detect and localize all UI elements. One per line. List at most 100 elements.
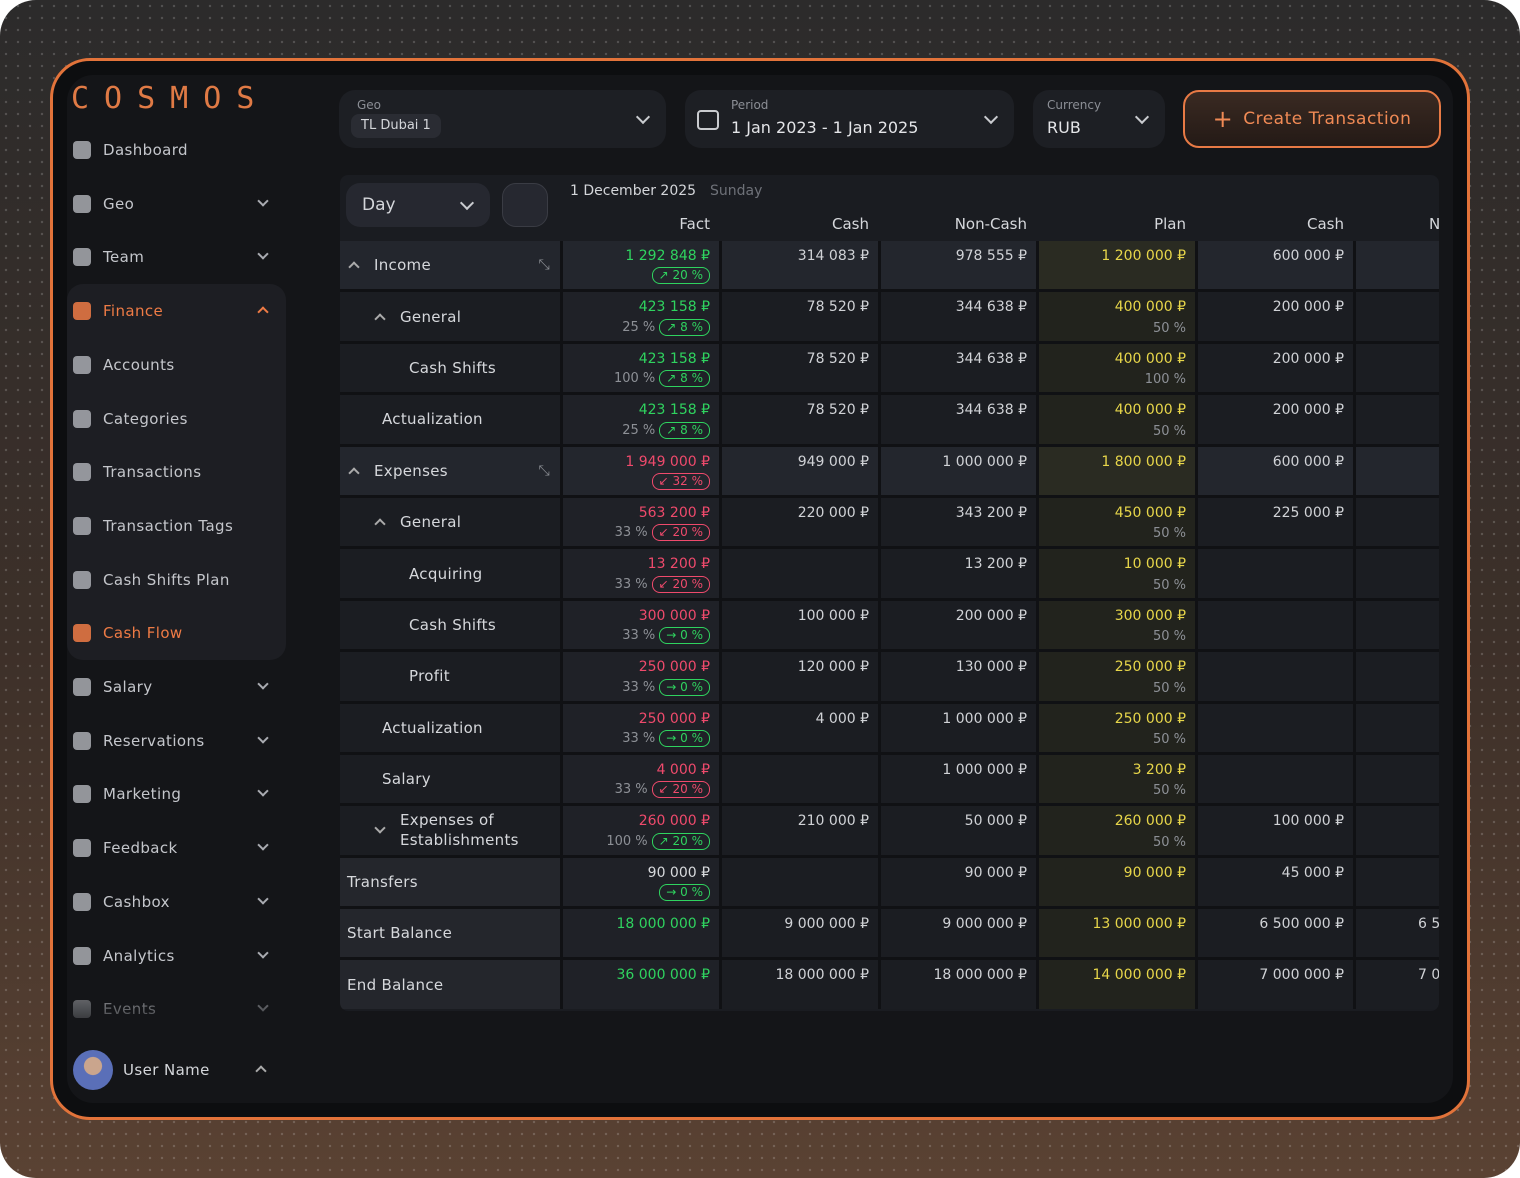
nav-item[interactable]: Salary: [73, 667, 273, 707]
currency-select[interactable]: Currency RUB: [1033, 90, 1165, 148]
collapse-icon[interactable]: ⤡: [538, 257, 550, 274]
value: 100 000 ₽: [1272, 813, 1344, 830]
label-text: Cash Shifts: [409, 615, 496, 634]
filter-button[interactable]: [502, 183, 548, 227]
view-select[interactable]: Day: [346, 183, 490, 227]
value: 6 500 000 ₽: [1259, 916, 1344, 933]
nav-subitem[interactable]: Accounts: [73, 345, 273, 385]
nav-item[interactable]: Team: [73, 237, 273, 277]
plan-cash-cell: 7 000 000 ₽: [1198, 960, 1353, 1009]
delta-pill: ↙ 20 %: [651, 575, 710, 593]
row-label: Transfers: [340, 857, 560, 907]
delta-pill: → 0 %: [659, 678, 710, 696]
non-cash-cell: 978 555 ₽: [881, 241, 1036, 290]
sidebar: Dashboard Geo Team Finance Accounts Categorie…: [67, 75, 297, 1035]
fact-value: 250 000 ₽: [638, 710, 710, 727]
nav-item[interactable]: Reservations: [73, 721, 273, 761]
plan-cash-cell: [1198, 652, 1353, 701]
row-label: Cash Shifts: [340, 343, 560, 393]
plan-cash-cell: 600 000 ₽: [1198, 241, 1353, 290]
next-cell: [1356, 343, 1439, 393]
toggle-chevron[interactable]: [348, 467, 360, 479]
fact-sub: 33 % → 0 %: [622, 729, 710, 747]
nav-item[interactable]: Marketing: [73, 774, 273, 814]
nav-item[interactable]: Analytics: [73, 936, 273, 976]
column-header: Cash: [1307, 215, 1344, 233]
next-cell: [1356, 241, 1439, 290]
non-cash-cell: 18 000 000 ₽: [881, 960, 1036, 1009]
fact-cell: 250 000 ₽33 % → 0 %: [563, 652, 719, 701]
create-transaction-button[interactable]: + Create Transaction: [1183, 90, 1441, 148]
non-cash-cell: 1 000 000 ₽: [881, 446, 1036, 495]
nav-subitem[interactable]: Cash Flow: [73, 613, 273, 653]
non-cash-cell: 9 000 000 ₽: [881, 909, 1036, 958]
plan-sub: 50 %: [1153, 578, 1186, 593]
period-label: Period: [731, 98, 769, 112]
plan-cell: 14 000 000 ₽: [1039, 960, 1195, 1009]
chevron: [1134, 109, 1150, 125]
toggle-chevron[interactable]: [348, 261, 360, 273]
fact-cell: 1 292 848 ₽ ↗ 20 %: [563, 241, 719, 290]
share: 50 %: [1152, 320, 1186, 336]
nav-subitem[interactable]: Cash Shifts Plan: [73, 560, 273, 600]
delta: 32 %: [672, 473, 704, 488]
period-select[interactable]: Period 1 Jan 2023 - 1 Jan 2025: [685, 90, 1014, 148]
nav-item[interactable]: Feedback: [73, 828, 273, 868]
fact-value: 4 000 ₽: [656, 761, 710, 778]
value: 130 000 ₽: [955, 659, 1027, 676]
column-header: N: [1429, 215, 1439, 233]
label-text: Transfers: [347, 872, 418, 891]
nav-subitem[interactable]: Categories: [73, 399, 273, 439]
row-label: Income ⤡: [340, 241, 560, 290]
non-cash-cell: 90 000 ₽: [881, 857, 1036, 907]
value: 200 000 ₽: [1272, 299, 1344, 316]
value: 13 200 ₽: [964, 556, 1027, 573]
share: 50 %: [1152, 680, 1186, 696]
nav-item[interactable]: Finance: [73, 291, 273, 331]
toggle-chevron[interactable]: [374, 312, 386, 325]
label-text: Cash Shifts: [409, 358, 496, 377]
share: 100 %: [613, 371, 656, 387]
delta: 0 %: [680, 730, 703, 745]
share: 25 %: [622, 422, 656, 438]
brand-logo: COSMOS: [71, 81, 270, 116]
toggle-chevron[interactable]: [374, 518, 386, 530]
plan-value: 90 000 ₽: [1123, 864, 1186, 881]
trend-arrow: →: [666, 885, 681, 900]
plan-cell: 1 200 000 ₽: [1039, 241, 1195, 290]
value: 90 000 ₽: [964, 864, 1027, 881]
plan-value: 260 000 ₽: [1114, 813, 1186, 830]
fact-cell: 90 000 ₽ → 0 %: [563, 857, 719, 907]
plan-value: 450 000 ₽: [1114, 504, 1186, 521]
plan-cash-cell: [1198, 600, 1353, 650]
collapse-icon[interactable]: ⤡: [538, 462, 550, 479]
plan-value: 10 000 ₽: [1123, 556, 1186, 573]
nav-item[interactable]: Cashbox: [73, 882, 273, 922]
table-body: Income ⤡ 1 292 848 ₽ ↗ 20 % 314 083 ₽ 978 555…: [340, 241, 1439, 1009]
fact-sub: ↙ 32 %: [651, 472, 710, 490]
nav-subitem[interactable]: Transactions: [73, 452, 273, 492]
plan-value: 250 000 ₽: [1114, 710, 1186, 727]
chevron: [257, 678, 269, 690]
nav-item[interactable]: Geo: [73, 184, 273, 224]
share: 50 %: [1152, 423, 1186, 439]
label-text: General: [400, 513, 462, 532]
user-menu[interactable]: User Name: [73, 1049, 273, 1091]
geo-select[interactable]: Geo TL Dubai 1: [339, 90, 666, 148]
toggle-chevron[interactable]: [374, 822, 386, 835]
fact-cell: 18 000 000 ₽: [563, 909, 719, 958]
row-label: General: [340, 292, 560, 341]
row-label: End Balance: [340, 960, 560, 1009]
delta-pill: ↙ 20 %: [651, 524, 710, 542]
plan-cell: 450 000 ₽ 50 %: [1039, 497, 1195, 547]
nav-subitem[interactable]: Transaction Tags: [73, 506, 273, 546]
next-cell: [1356, 652, 1439, 701]
fact-cell: 423 158 ₽100 % ↗ 8 %: [563, 343, 719, 393]
delta: 0 %: [680, 885, 703, 900]
nav-item[interactable]: Dashboard: [73, 130, 273, 170]
delta-pill: ↗ 8 %: [659, 421, 710, 439]
plan-value: 250 000 ₽: [1114, 659, 1186, 676]
plan-cell: 400 000 ₽ 50 %: [1039, 395, 1195, 444]
cash-flow-table: Day 1 December 2025 Sunday Income ⤡ 1 292 …: [340, 175, 1439, 1011]
plan-cell: 10 000 ₽ 50 %: [1039, 549, 1195, 598]
